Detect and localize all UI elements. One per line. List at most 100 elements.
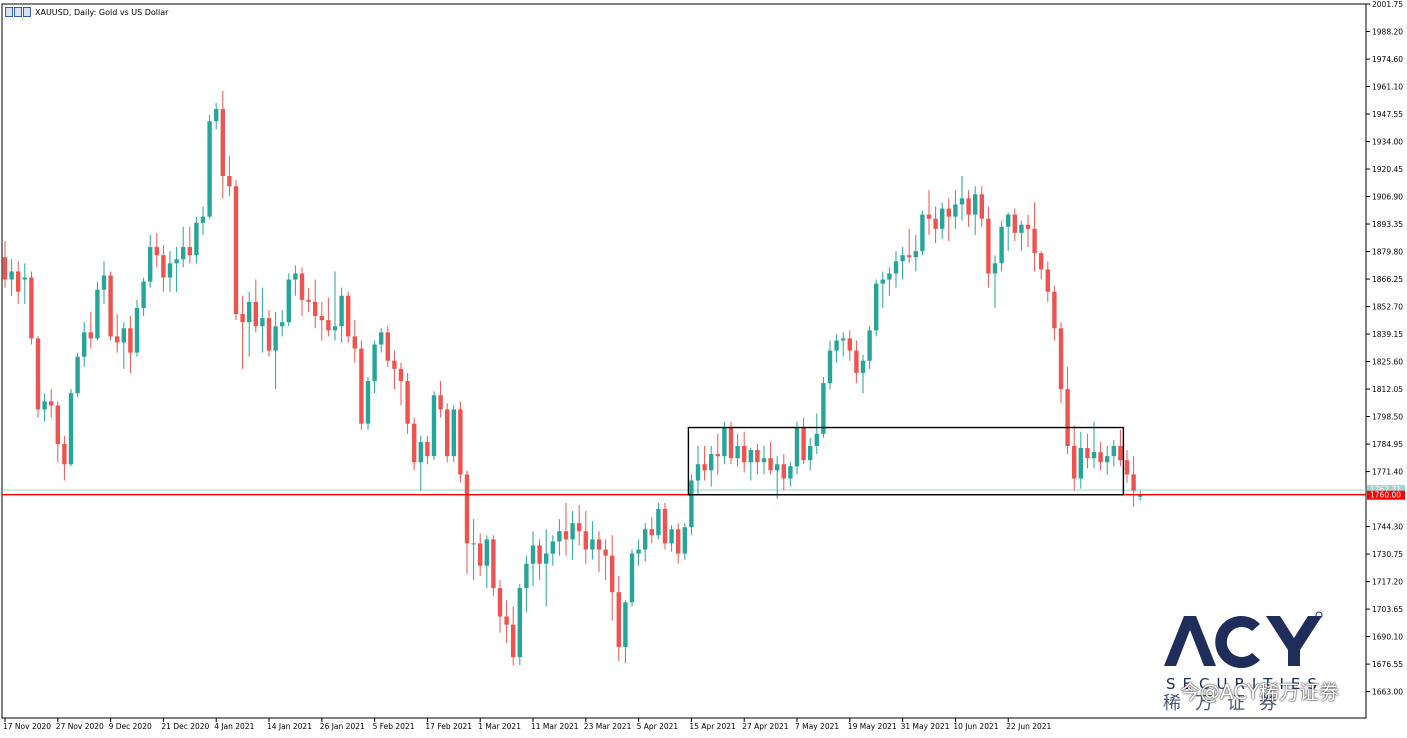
candle-body (181, 247, 186, 260)
candle-body (1039, 253, 1044, 270)
candle-body (874, 283, 879, 331)
candle-body (148, 247, 153, 282)
x-tick-label: 5 Feb 2021 (373, 722, 415, 731)
candle-body (920, 214, 925, 252)
plot-frame (1, 3, 1367, 719)
candle-body (933, 218, 938, 229)
x-tick-label: 14 Jan 2021 (267, 722, 312, 731)
candle-body (643, 529, 648, 550)
candle-body (656, 508, 661, 536)
candle-body (867, 330, 872, 361)
x-tick-label: 23 Mar 2021 (584, 722, 632, 731)
candle-body (1045, 269, 1050, 292)
candle-body (959, 198, 965, 205)
y-tick-label: 1879.80 (1372, 248, 1403, 257)
candle-body (775, 464, 780, 471)
candle-body (682, 527, 687, 554)
x-tick-label: 22 Jun 2021 (1006, 722, 1051, 731)
y-tick-label: 1771.40 (1372, 468, 1403, 477)
candle-body (240, 314, 245, 323)
candle-body (1105, 456, 1110, 463)
candle-body (524, 563, 529, 589)
y-tick-label: 1812.05 (1372, 385, 1403, 394)
candle-body (128, 328, 133, 353)
candle-body (999, 226, 1004, 264)
candle-body (82, 332, 87, 357)
candle-body (445, 409, 450, 457)
candle-body (827, 350, 833, 384)
candle-body (748, 450, 753, 463)
y-tick-label: 1839.15 (1372, 330, 1403, 339)
candle-body (484, 539, 489, 566)
y-tick-label: 2001.75 (1372, 0, 1403, 9)
candle-body (266, 318, 272, 351)
candle-body (1098, 452, 1103, 463)
candle-body (649, 529, 654, 536)
bid-price-tag (1367, 490, 1405, 500)
candle-body (491, 539, 496, 589)
candle-body (1032, 228, 1037, 254)
candle-body (227, 176, 232, 187)
candle-body (194, 222, 199, 256)
candle-body (438, 395, 443, 410)
candle-body (1118, 446, 1123, 461)
range-box (687, 426, 1125, 496)
candle-body (517, 588, 522, 658)
candle-body (623, 602, 628, 647)
candle-body (794, 427, 800, 467)
candle-body (801, 427, 806, 461)
candle-body (557, 531, 562, 542)
candle-body (359, 348, 364, 424)
candle-body (537, 545, 542, 564)
candle-body (9, 271, 14, 280)
candle-body (392, 360, 397, 369)
y-tick-label: 1703.65 (1372, 605, 1403, 614)
candle-body (273, 326, 278, 351)
candle-body (286, 279, 291, 323)
chart-window-icon (5, 7, 31, 17)
candle-body (326, 320, 331, 331)
ask-price-tag (1367, 485, 1405, 494)
candle-body (636, 549, 641, 554)
y-tick-label: 1663.00 (1372, 688, 1403, 697)
candle-body (141, 281, 146, 308)
candle-body (121, 328, 126, 343)
y-tick-label: 1717.20 (1372, 578, 1403, 587)
y-tick-label: 1690.10 (1372, 633, 1403, 642)
candle-body (550, 541, 555, 554)
candle-body (1111, 446, 1116, 457)
candle-body (979, 194, 984, 219)
candle-body (728, 427, 734, 459)
candle-body (260, 318, 265, 327)
candle-body (2, 257, 8, 280)
candle-body (689, 480, 694, 528)
candle-body (742, 446, 747, 463)
candle-body (695, 464, 701, 481)
candle-body (346, 295, 351, 337)
candle-body (768, 458, 773, 471)
candle-body (134, 307, 140, 353)
candle-body (385, 332, 390, 361)
candle-body (405, 381, 410, 424)
candle-body (497, 588, 503, 617)
candle-body (781, 464, 786, 479)
chart-title: XAUUSD, Daily: Gold vs US Dollar (35, 7, 169, 17)
x-tick-label: 15 Apr 2021 (689, 722, 736, 731)
candle-body (319, 316, 324, 321)
x-tick-label: 19 May 2021 (848, 722, 897, 731)
y-tick-label: 1920.45 (1372, 165, 1403, 174)
candle-body (431, 395, 437, 457)
watermark-credit: 今@ACY稀万证券 (1180, 680, 1340, 704)
x-tick-label: 11 Mar 2021 (531, 722, 579, 731)
candle-body (669, 529, 674, 544)
chart-header: XAUUSD, Daily: Gold vs US Dollar (5, 5, 168, 19)
acy-securities-text: SECURITIES (1166, 675, 1324, 693)
x-tick-label: 27 Nov 2020 (56, 722, 104, 731)
candle-body (603, 549, 608, 556)
candle-body (1078, 448, 1083, 479)
candle-body (88, 332, 93, 339)
x-tick-label: 7 May 2021 (795, 722, 839, 731)
candle-body (29, 277, 34, 339)
candle-body (841, 338, 846, 341)
y-tick-label: 1825.60 (1372, 358, 1403, 367)
